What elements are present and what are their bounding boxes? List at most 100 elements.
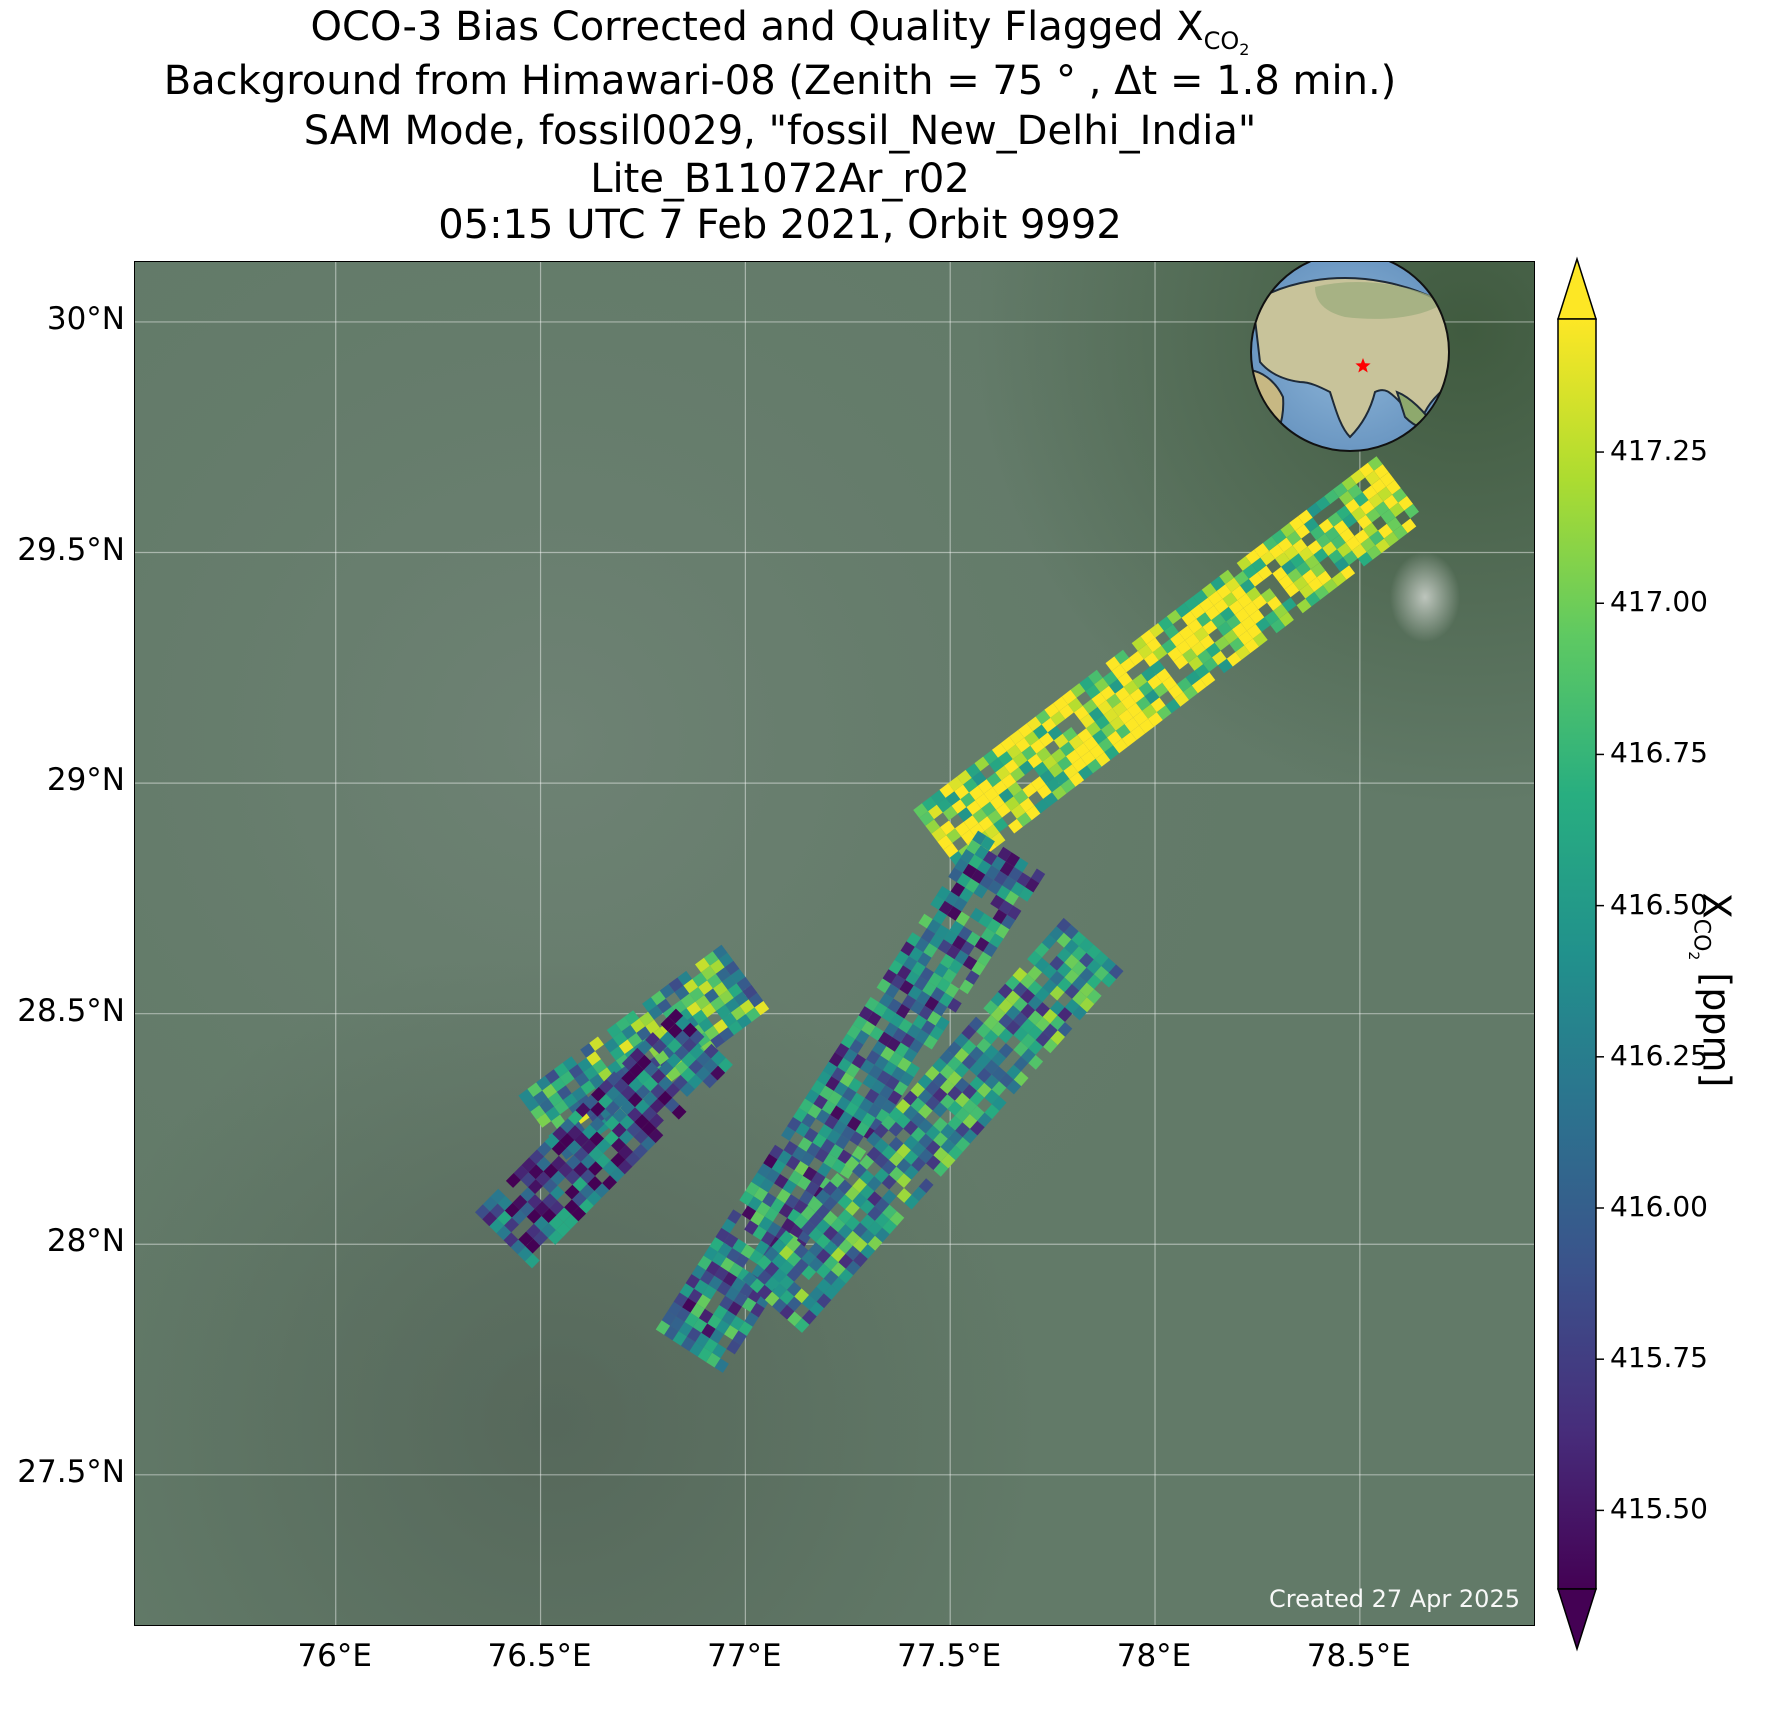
sounding-footprint — [697, 1255, 712, 1271]
sounding-footprint — [696, 1051, 711, 1067]
sounding-footprint — [882, 1204, 897, 1220]
sounding-footprint — [1108, 679, 1124, 694]
sounding-footprint — [932, 1072, 948, 1088]
sounding-footprint — [1246, 586, 1261, 602]
colorbar-extend-bottom — [1556, 1588, 1598, 1652]
sounding-footprint — [954, 1047, 969, 1063]
sounding-footprint — [1034, 798, 1050, 814]
sounding-footprint — [1199, 597, 1214, 613]
sounding-footprint — [686, 1001, 702, 1017]
sounding-footprint — [1030, 739, 1045, 754]
sounding-footprint — [1123, 680, 1139, 695]
sounding-footprint — [969, 907, 985, 923]
sounding-footprint — [912, 1014, 927, 1030]
sounding-footprint — [745, 1007, 761, 1022]
sounding-footprint — [1050, 1030, 1065, 1046]
sounding-footprint — [636, 1069, 651, 1085]
sounding-footprint — [997, 751, 1013, 766]
sounding-footprint — [1251, 557, 1267, 573]
sounding-footprint — [1316, 570, 1332, 586]
map-panel[interactable]: Created 27 Apr 2025 — [134, 261, 1535, 1626]
sounding-footprint — [586, 1051, 601, 1066]
sounding-footprint — [846, 1024, 862, 1040]
sounding-footprint — [1377, 486, 1393, 502]
sounding-footprint — [976, 1053, 992, 1068]
sounding-footprint — [779, 1289, 795, 1305]
sounding-footprint — [556, 1207, 572, 1223]
sounding-footprint — [1203, 657, 1218, 672]
longitude-tick-label: 77.5°E — [897, 1638, 1002, 1674]
sounding-footprint — [1001, 773, 1017, 789]
sounding-footprint — [720, 1257, 735, 1272]
sounding-footprint — [902, 956, 918, 971]
sounding-footprint — [1168, 684, 1183, 699]
sounding-footprint — [837, 1224, 853, 1239]
sounding-footprint — [983, 942, 998, 958]
sounding-footprint — [564, 1184, 580, 1200]
sounding-footprint — [772, 1283, 787, 1299]
sounding-footprint — [554, 1100, 569, 1115]
sounding-footprint — [1106, 693, 1121, 709]
sounding-footprint — [641, 1121, 657, 1137]
sounding-footprint — [816, 1248, 831, 1264]
sounding-footprint — [1260, 588, 1276, 603]
sounding-footprint — [636, 1054, 652, 1070]
sounding-footprint — [1013, 789, 1029, 805]
sounding-footprint — [549, 1200, 565, 1216]
sounding-footprint — [721, 975, 737, 990]
sounding-footprint — [809, 1301, 824, 1317]
sounding-footprint — [782, 1179, 797, 1195]
latitude-tick-label: 29°N — [46, 762, 125, 799]
sounding-footprint — [1118, 709, 1134, 725]
sounding-footprint — [764, 1276, 780, 1292]
sounding-footprint — [948, 959, 963, 974]
sounding-footprint — [905, 1062, 920, 1078]
sounding-footprint — [560, 1118, 575, 1134]
sounding-footprint — [759, 1177, 774, 1193]
sounding-footprint — [779, 1275, 795, 1290]
sounding-footprint — [1275, 552, 1290, 567]
sounding-footprint — [536, 1141, 552, 1157]
sounding-footprint — [855, 1030, 870, 1045]
sounding-footprint — [718, 952, 734, 968]
sounding-footprint — [978, 913, 993, 928]
sounding-footprint — [1120, 657, 1136, 673]
sounding-footprint — [991, 856, 1006, 871]
sounding-footprint — [924, 1066, 940, 1081]
sounding-footprint — [536, 1113, 552, 1128]
sounding-footprint — [636, 1026, 652, 1041]
sounding-footprint — [609, 1167, 625, 1183]
sounding-footprint — [932, 1087, 948, 1103]
sounding-footprint — [567, 1110, 583, 1126]
sounding-footprint — [936, 977, 951, 993]
sounding-footprint — [713, 1019, 728, 1034]
sounding-footprint — [664, 1097, 680, 1113]
latitude-tick-label: 28°N — [46, 1223, 125, 1260]
sounding-footprint — [658, 1061, 674, 1076]
sounding-footprint — [983, 1000, 999, 1015]
sounding-footprint — [1035, 987, 1050, 1003]
sounding-footprint — [1249, 609, 1265, 624]
sounding-footprint — [991, 1096, 1007, 1111]
sounding-footprint — [598, 1093, 613, 1109]
sounding-footprint — [717, 1242, 733, 1258]
sounding-footprint — [823, 1240, 839, 1256]
sounding-footprint — [1026, 716, 1042, 732]
sounding-footprint — [657, 1090, 673, 1106]
sounding-footprint — [640, 1136, 656, 1151]
sounding-footprint — [571, 1086, 587, 1102]
sounding-footprint — [571, 1191, 587, 1207]
sounding-footprint — [689, 1044, 704, 1060]
sounding-footprint — [612, 1093, 628, 1108]
sounding-footprint — [1050, 1015, 1065, 1031]
sounding-footprint — [1280, 522, 1296, 538]
sounding-footprint — [945, 791, 961, 806]
sounding-footprint — [1071, 975, 1087, 991]
sounding-footprint — [837, 1194, 853, 1210]
sounding-footprint — [933, 1132, 948, 1147]
sounding-footprint — [674, 1045, 689, 1061]
sounding-footprint — [837, 1209, 853, 1225]
sounding-footprint — [881, 1189, 897, 1205]
sounding-footprint — [1074, 742, 1090, 758]
sounding-footprint — [787, 1117, 802, 1132]
